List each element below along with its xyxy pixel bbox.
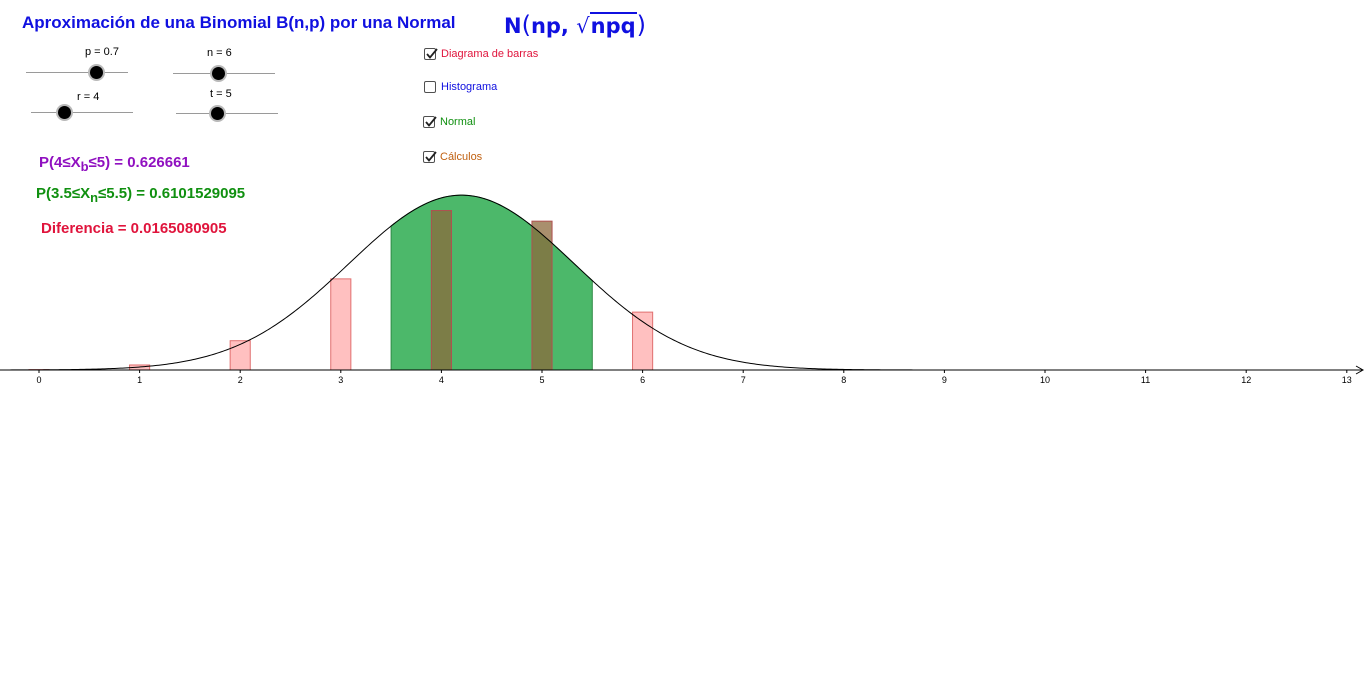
checkbox-row-normal[interactable]: Normal <box>423 116 475 128</box>
check-icon <box>425 151 437 162</box>
x-tick-label-3: 3 <box>338 375 343 385</box>
x-axis: 0 1 2 3 4 5 6 7 8 9 10 11 12 13 <box>0 365 1365 385</box>
formula-prefix: N <box>504 14 522 38</box>
x-tick-label-5: 5 <box>539 375 544 385</box>
bar-x-2 <box>229 340 251 371</box>
check-icon <box>426 48 438 59</box>
binomial-prob-sub: b <box>80 159 89 174</box>
slider-r-label: r = 4 <box>77 91 100 103</box>
slider-t-knob[interactable] <box>211 107 224 120</box>
slider-p-track[interactable] <box>26 72 128 73</box>
bar-x-6 <box>632 311 654 371</box>
bar-x-5 <box>531 220 553 371</box>
normal-formula: N(np, √npq) <box>504 11 646 39</box>
normal-shaded-area <box>390 194 593 371</box>
formula-close-paren: ) <box>636 11 647 39</box>
slider-r-knob[interactable] <box>58 106 71 119</box>
checkbox-normal[interactable] <box>423 116 437 128</box>
x-axis-arrow-icon <box>1355 365 1365 375</box>
slider-n-label: n = 6 <box>207 47 232 59</box>
formula-open-paren: ( <box>521 11 531 39</box>
app-title: Aproximación de una Binomial B(n,p) por … <box>22 13 456 32</box>
checkbox-bars-label[interactable]: Diagrama de barras <box>441 48 539 60</box>
binomial-prob-prefix: P(4≤X <box>39 154 81 171</box>
sqrt-icon: √ <box>576 14 590 38</box>
x-tick-label-6: 6 <box>640 375 645 385</box>
normal-prob-sub: n <box>90 190 99 205</box>
slider-r-track[interactable] <box>31 112 133 113</box>
x-tick-label-7: 7 <box>741 375 746 385</box>
checkbox-histogram[interactable] <box>424 81 436 93</box>
x-tick-label-13: 13 <box>1342 375 1352 385</box>
x-tick-label-8: 8 <box>841 375 846 385</box>
x-tick-label-9: 9 <box>942 375 947 385</box>
checkbox-histogram-label[interactable]: Histograma <box>441 81 498 93</box>
x-tick-label-2: 2 <box>238 375 243 385</box>
binomial-prob-suffix: ≤5) = 0.626661 <box>88 154 190 171</box>
checkbox-row-histogram[interactable]: Histograma <box>424 81 497 93</box>
x-tick-label-0: 0 <box>36 375 41 385</box>
x-tick-label-11: 11 <box>1141 375 1150 385</box>
formula-radicand: npq <box>589 12 637 38</box>
checkbox-calculos-label[interactable]: Cálculos <box>440 151 483 163</box>
checkbox-normal-label[interactable]: Normal <box>440 116 476 128</box>
slider-t-track[interactable] <box>176 113 278 114</box>
bars-layer <box>28 210 654 371</box>
checkbox-bars[interactable] <box>424 48 438 60</box>
slider-n[interactable]: n = 6 <box>173 47 275 83</box>
slider-t[interactable]: t = 5 <box>176 88 278 124</box>
difference-value: Diferencia = 0.0165080905 <box>41 220 227 237</box>
normal-area-layer <box>390 194 593 371</box>
binomial-probability: P(4≤Xb≤5) = 0.626661 <box>39 154 190 174</box>
checkbox-row-calculos[interactable]: Cálculos <box>423 151 482 163</box>
slider-p-label: p = 0.7 <box>85 46 119 58</box>
x-tick-label-12: 12 <box>1241 375 1251 385</box>
formula-args: np, <box>530 14 577 38</box>
x-tick-label-4: 4 <box>439 375 444 385</box>
normal-curve-layer <box>3 194 944 371</box>
normal-prob-suffix: ≤5.5) = 0.6101529095 <box>98 185 246 202</box>
checkbox-calculos[interactable] <box>423 151 437 163</box>
slider-t-label: t = 5 <box>210 88 232 100</box>
normal-curve <box>3 194 944 371</box>
normal-prob-prefix: P(3.5≤X <box>36 185 91 202</box>
slider-n-knob[interactable] <box>212 67 225 80</box>
check-icon <box>425 116 437 127</box>
slider-p[interactable]: p = 0.7 <box>26 46 128 82</box>
normal-probability: P(3.5≤Xn≤5.5) = 0.6101529095 <box>36 185 245 205</box>
slider-r[interactable]: r = 4 <box>31 91 133 127</box>
bar-x-4 <box>430 210 452 371</box>
bar-x-3 <box>330 278 352 371</box>
x-tick-label-10: 10 <box>1040 375 1050 385</box>
slider-p-knob[interactable] <box>90 66 103 79</box>
checkbox-row-bars[interactable]: Diagrama de barras <box>424 48 538 60</box>
x-tick-label-1: 1 <box>137 375 142 385</box>
